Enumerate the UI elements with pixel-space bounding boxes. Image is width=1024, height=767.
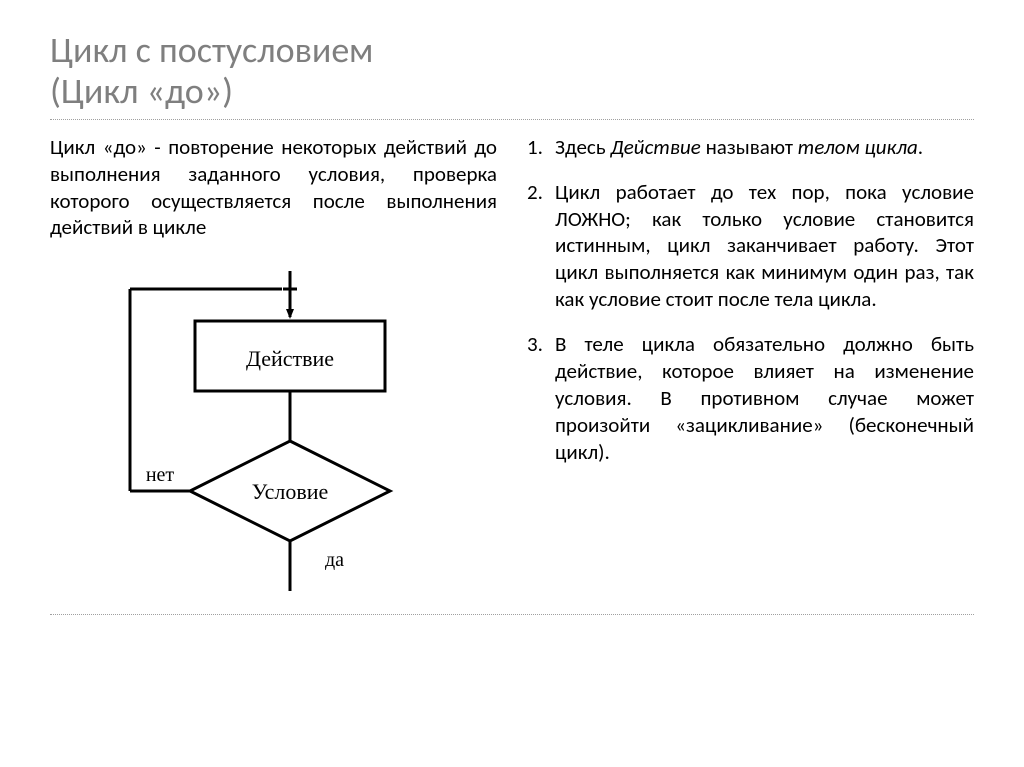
right-column: Здесь Действие называют телом цикла. Цик… [527,134,974,607]
flowchart-diagram: Действие Условие нет да [100,271,497,606]
list-item-2: Цикл работает до тех пор, пока условие Л… [527,179,974,313]
condition-box-label: Условие [252,479,329,504]
title-line-1: Цикл с постусловием [50,30,974,71]
preamble-text: Цикл «до» - повторение некоторых действи… [50,134,497,242]
footer-divider [50,614,974,615]
slide-title: Цикл с постусловием (Цикл «до») [50,30,974,120]
content-area: Цикл «до» - повторение некоторых действи… [50,134,974,607]
yes-label: да [325,549,344,571]
left-column: Цикл «до» - повторение некоторых действи… [50,134,497,607]
list-item-3: В теле цикла обязательно должно быть дей… [527,331,974,465]
list-item-1: Здесь Действие называют телом цикла. [527,134,974,161]
numbered-list: Здесь Действие называют телом цикла. Цик… [527,134,974,466]
no-label: нет [146,464,175,486]
title-line-2: (Цикл «до») [50,71,974,112]
action-box-label: Действие [246,346,334,371]
